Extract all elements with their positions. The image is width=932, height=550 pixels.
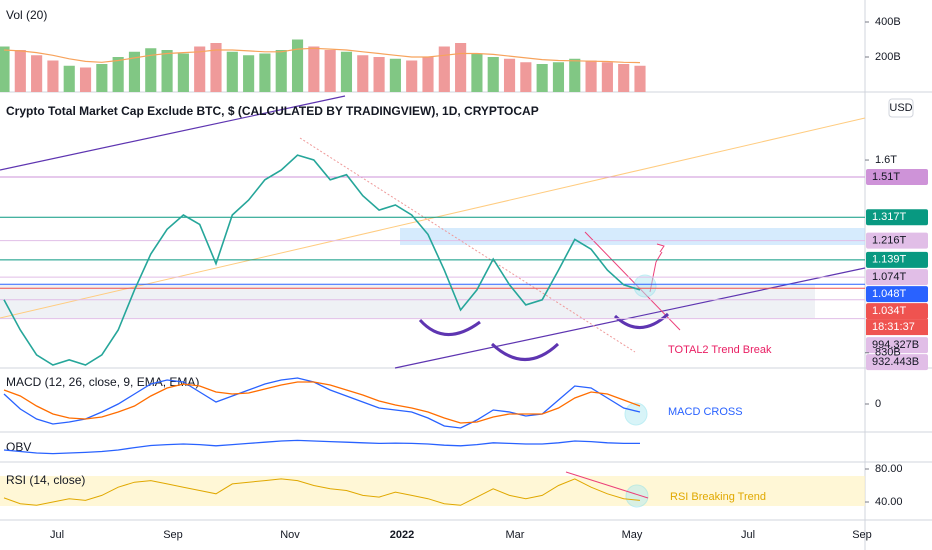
volume-bar [14,50,26,92]
volume-bar [520,62,532,92]
volume-bar [373,57,385,92]
volume-bar [63,65,75,92]
currency-box[interactable] [888,98,914,118]
volume-bar [601,62,613,92]
volume-bar [0,46,10,92]
price-badge-label: 994.327B [872,339,919,351]
countdown-badge [866,319,928,336]
y-tick-label: 400B [875,16,901,28]
x-tick-label: 2022 [390,529,414,541]
volume-bar [96,64,108,92]
price-badge [866,269,928,286]
volume-bar [324,50,336,92]
price-badge [866,209,928,226]
price-badge [866,251,928,268]
price-badge-label: 1.139T [872,254,907,266]
y-tick-label: 40.00 [875,496,903,508]
x-tick-label: Jul [741,529,755,541]
currency: USD [889,102,912,114]
volume-bar [340,51,353,92]
x-tick-label: Nov [280,529,300,541]
volume-bar [112,57,124,92]
macd-line [3,377,641,429]
volume-bar [291,39,304,92]
volume-title: Vol (20) [6,8,47,22]
y-tick-label: 830B [875,347,901,359]
volume-bar [194,46,206,92]
macd-annotation: MACD CROSS [668,406,743,418]
price-badge-label: 1.034T [872,305,907,317]
volume-bar [634,65,646,92]
volume-bar [259,53,271,92]
rsi-line [3,478,641,506]
volume-bar [31,55,43,92]
countdown: 18:31:37 [872,321,915,333]
x-tick-label: Mar [506,529,525,541]
obv-line [3,439,640,455]
rsi-title: RSI (14, close) [6,473,85,487]
price-badge [866,303,928,320]
price-badge [866,286,928,303]
y-tick-label: 1.6T [875,154,897,166]
price-badge-label: 1.074T [872,271,907,283]
volume-bar [552,62,565,92]
volume-bar [275,50,287,92]
volume-bar [47,60,59,92]
volume-bar [618,64,630,92]
supply-zone [400,228,865,245]
volume-ma [3,47,641,64]
x-tick-label: Sep [852,529,872,541]
annotation: TOTAL2 Trend Break [668,344,772,356]
price-badge [866,337,928,354]
volume-bar [79,67,92,92]
volume-bar [161,50,173,92]
volume-bar [438,46,450,92]
volume-bar [536,64,548,92]
x-tick-label: Sep [163,529,183,541]
volume-bar [569,58,581,92]
volume-bar [226,51,238,92]
volume-bar [471,53,483,92]
volume-bar [177,53,189,92]
price-badge-label: 1.317T [872,211,907,223]
price-badge [866,354,928,371]
volume-bar [308,46,320,92]
price-badge-label: 1.216T [872,235,907,247]
macd-title: MACD (12, 26, close, 9, EMA, EMA) [6,375,199,389]
volume-bar [487,57,499,92]
price-line [3,154,641,366]
volume-bar [406,60,418,92]
volume-bar [145,48,157,92]
x-tick-label: Jul [50,529,64,541]
volume-bar [243,55,255,92]
y-tick-label: 200B [875,51,901,63]
volume-bar [210,43,222,92]
price-badge [866,169,928,186]
volume-bar [503,58,516,92]
y-tick-label: 80.00 [875,463,903,475]
support-zone [0,285,815,318]
volume-bar [455,43,467,92]
volume-bar [128,51,141,92]
price-badge-label: 1.51T [872,171,900,183]
price-badge [866,232,928,249]
rsi-annotation: RSI Breaking Trend [670,491,766,503]
volume-bar [422,57,434,92]
chart-title: Crypto Total Market Cap Exclude BTC, $ (… [6,104,539,118]
y-tick-label: 0 [875,398,881,410]
volume-bar [357,55,369,92]
price-badge-label: 1.048T [872,288,907,300]
price-badge-label: 932.443B [872,356,919,368]
volume-bar [585,60,597,92]
volume-bar [389,58,401,92]
signal-line [3,381,641,424]
x-tick-label: May [622,529,643,541]
